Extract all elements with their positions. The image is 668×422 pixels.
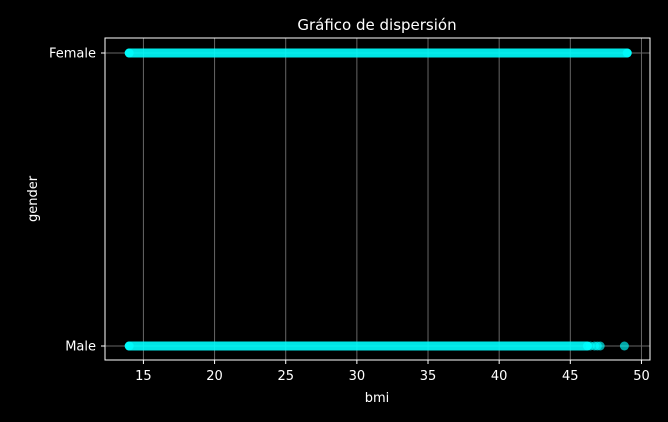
x-tick-label: 15	[135, 369, 152, 384]
x-tick-label: 50	[633, 369, 650, 384]
plot-area-frame	[104, 37, 651, 361]
point-band-female	[124, 48, 632, 58]
y-tick-label: Male	[65, 340, 96, 355]
x-axis: 15 20 25 30 35 40 45 50	[135, 360, 650, 384]
data-points	[124, 48, 632, 351]
data-point	[124, 341, 134, 351]
point-band-male	[124, 341, 592, 351]
y-axis: Male Female	[49, 47, 105, 355]
data-point	[124, 48, 134, 58]
x-tick-label: 40	[491, 369, 508, 384]
data-point	[619, 341, 629, 351]
x-tick-label: 20	[206, 369, 223, 384]
x-tick-label: 35	[420, 369, 437, 384]
chart-title: Gráfico de dispersión	[297, 16, 456, 34]
y-axis-label: gender	[26, 175, 41, 222]
data-point	[595, 341, 605, 351]
y-tick-label: Female	[49, 47, 96, 62]
x-tick-label: 25	[277, 369, 294, 384]
x-tick-label: 45	[562, 369, 579, 384]
data-point	[622, 48, 632, 58]
x-axis-label: bmi	[365, 391, 390, 406]
x-tick-label: 30	[349, 369, 366, 384]
